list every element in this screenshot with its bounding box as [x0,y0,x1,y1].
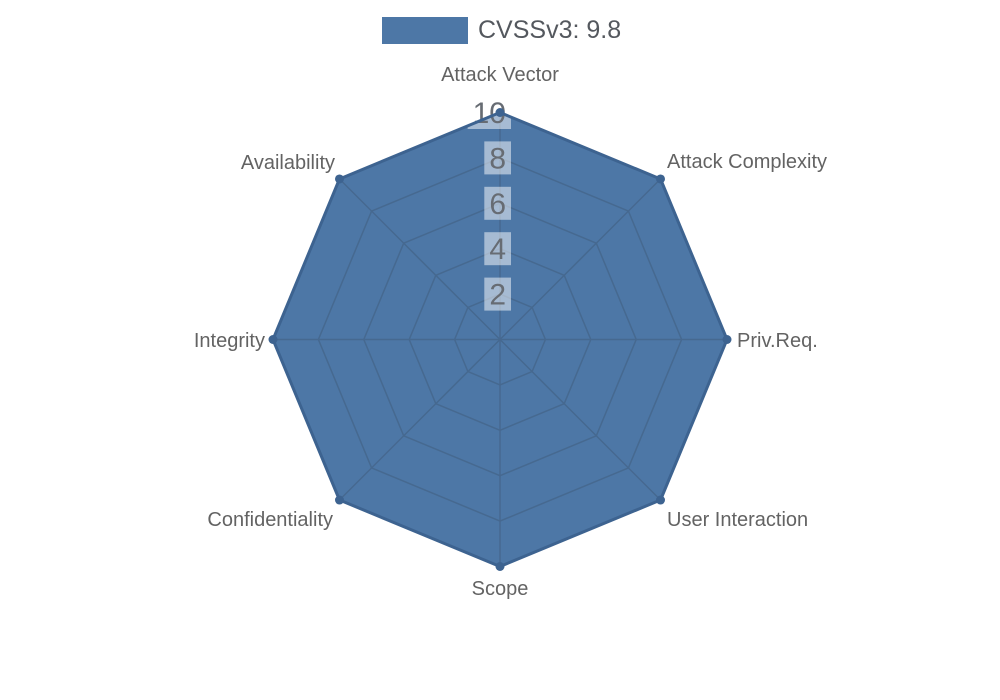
radial-tick-backdrop [484,186,511,220]
axis-label-attack-vector: Attack Vector [441,64,559,86]
legend-label: CVSSv3: 9.8 [478,16,622,44]
axis-label-availability: Availability [241,152,335,174]
radial-tick-backdrop [484,141,511,175]
radar-point-marker[interactable] [268,335,278,344]
axis-label-attack-complexity: Attack Complexity [667,151,827,173]
axis-label-user-interaction: User Interaction [667,509,808,531]
radar-point-marker[interactable] [656,174,666,184]
chart-legend: CVSSv3: 9.8 [382,17,621,44]
radar-markers [268,108,732,571]
radar-point-marker[interactable] [495,562,505,571]
radar-spoke [499,178,662,341]
radar-spoke [338,338,501,501]
legend-swatch [382,17,468,44]
legend-item-cvssv3[interactable]: CVSSv3: 9.8 [382,17,621,44]
axis-label-priv-req: Priv.Req. [737,330,818,352]
radar-point-marker[interactable] [495,108,505,117]
radial-tick-backdrop [484,232,511,266]
radial-tick-label: 4 [489,233,506,266]
radar-point-marker[interactable] [334,174,344,184]
radar-point-marker[interactable] [722,335,732,344]
radar-point-marker[interactable] [656,495,666,505]
radial-tick-backdrop [484,277,511,311]
radar-spoke [338,178,501,341]
axis-label-integrity: Integrity [194,330,265,352]
axis-label-confidentiality: Confidentiality [207,509,333,531]
radial-tick-label: 8 [489,142,506,175]
axis-labels: Attack Vector Attack Complexity Priv.Req. U… [194,64,827,600]
radar-point-marker[interactable] [334,495,344,505]
axis-label-scope: Scope [472,578,529,600]
radial-tick-label: 6 [489,188,506,221]
radar-spoke [499,338,662,501]
radial-tick-label: 2 [489,279,506,312]
